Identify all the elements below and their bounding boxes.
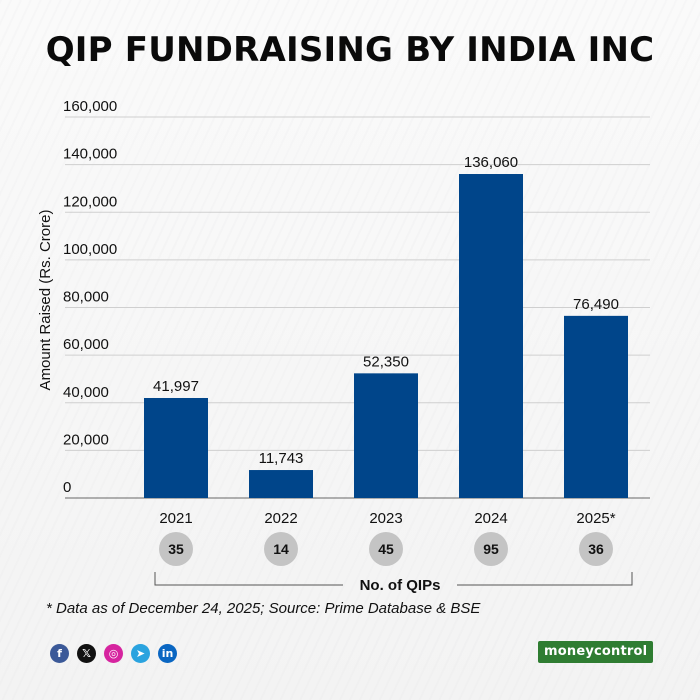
qip-count-label: No. of QIPs [360, 577, 441, 594]
telegram-icon[interactable]: ➤ [131, 644, 150, 663]
bar [144, 397, 208, 498]
bar [354, 373, 418, 498]
y-axis-title: Amount Raised (Rs. Crore) [37, 210, 54, 391]
y-tick-label: 40,000 [63, 384, 109, 401]
bar [459, 174, 523, 498]
qip-count-bracket: No. of QIPs [154, 572, 633, 594]
x-tick-label: 2024 [474, 510, 507, 527]
qip-count-badge [369, 532, 403, 566]
qip-count-value: 14 [273, 541, 289, 557]
bar-value-label: 76,490 [573, 296, 619, 313]
bar-value-label: 41,997 [153, 378, 199, 395]
x-icon[interactable]: 𝕏 [77, 644, 96, 663]
linkedin-icon[interactable]: in [158, 644, 177, 663]
y-tick-label: 120,000 [63, 193, 117, 210]
y-tick-label: 80,000 [63, 289, 109, 306]
y-axis-ticks: 0 20,000 40,000 60,000 80,000 100,000 120,000 1… [63, 98, 117, 496]
y-tick-label: 100,000 [63, 241, 117, 258]
qip-count-badge [159, 532, 193, 566]
source-footnote: * Data as of December 24, 2025; Source: … [46, 600, 481, 617]
y-tick-label: 140,000 [63, 146, 117, 163]
qip-count-value: 95 [483, 541, 499, 557]
bar-value-labels: 41,997 11,743 52,350 136,060 76,490 [153, 154, 619, 467]
bar-value-label: 52,350 [363, 353, 409, 370]
social-links: f 𝕏 ◎ ➤ in [50, 644, 177, 663]
instagram-icon[interactable]: ◎ [104, 644, 123, 663]
qip-count-badges: 35 14 45 95 36 [159, 532, 613, 566]
x-tick-label: 2022 [264, 510, 297, 527]
bar-value-label: 11,743 [259, 450, 304, 467]
bars [144, 174, 628, 498]
y-tick-label: 0 [63, 479, 71, 496]
y-tick-label: 20,000 [63, 431, 109, 448]
bar [564, 315, 628, 498]
bar-value-label: 136,060 [464, 154, 518, 171]
qip-count-badge [474, 532, 508, 566]
qip-count-badge [579, 532, 613, 566]
y-tick-label: 160,000 [63, 98, 117, 115]
bar [249, 470, 313, 498]
x-axis-ticks: 2021 2022 2023 2024 2025* [159, 510, 615, 527]
qip-count-badge [264, 532, 298, 566]
qip-count-value: 35 [168, 541, 184, 557]
x-tick-label: 2021 [159, 510, 192, 527]
x-tick-label: 2023 [369, 510, 402, 527]
qip-count-value: 45 [378, 541, 394, 557]
moneycontrol-logo[interactable]: moneycontrol [538, 641, 654, 663]
chart-title: QIP FUNDRAISING BY INDIA INC [45, 30, 655, 70]
facebook-icon[interactable]: f [50, 644, 69, 663]
x-tick-label: 2025* [576, 510, 615, 527]
y-tick-label: 60,000 [63, 336, 109, 353]
qip-count-value: 36 [588, 541, 604, 557]
